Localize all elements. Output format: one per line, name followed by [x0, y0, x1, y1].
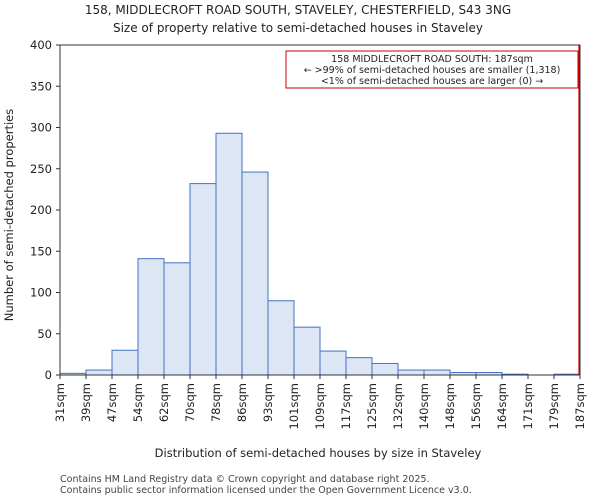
bars — [59, 132, 581, 376]
annotation-line-2: ← >99% of semi-detached houses are small… — [304, 65, 561, 76]
y-tick-label: 350 — [30, 79, 52, 93]
x-tick-label: 93sqm — [261, 383, 275, 422]
x-tick-label: 187sqm — [573, 383, 587, 429]
x-tick-label: 70sqm — [183, 383, 197, 422]
x-tick-label: 101sqm — [287, 383, 301, 429]
footer-line-2: Contains public sector information licen… — [60, 485, 472, 496]
x-tick-label: 31sqm — [53, 383, 67, 422]
x-tick-label: 86sqm — [235, 383, 249, 422]
plot-frame — [59, 44, 581, 376]
bar-78sqm — [215, 132, 243, 376]
chart-title: 158, MIDDLECROFT ROAD SOUTH, STAVELEY, C… — [85, 3, 511, 17]
bar-70sqm — [189, 183, 217, 376]
bar-39sqm — [85, 369, 113, 376]
bar-140sqm — [423, 369, 451, 376]
x-tick-label: 117sqm — [339, 383, 353, 429]
x-tick-label: 39sqm — [79, 383, 93, 422]
x-tick-label: 140sqm — [417, 383, 431, 429]
chart-subtitle: Size of property relative to semi-detach… — [113, 21, 483, 35]
bar-109sqm — [319, 350, 347, 376]
x-tick-label: 132sqm — [391, 383, 405, 429]
x-axis-label: Distribution of semi-detached houses by … — [155, 446, 482, 460]
y-axis-ticks: 0 50 100 150 200 250 300 350 400 — [30, 38, 60, 382]
annotation-line-3: <1% of semi-detached houses are larger (… — [321, 76, 543, 87]
y-tick-label: 100 — [30, 286, 52, 300]
y-tick-label: 400 — [30, 38, 52, 52]
y-tick-label: 250 — [30, 162, 52, 176]
bar-54sqm — [137, 258, 165, 376]
y-tick-label: 150 — [30, 244, 52, 258]
x-tick-label: 179sqm — [547, 383, 561, 429]
bar-125sqm — [371, 362, 399, 376]
bar-62sqm — [163, 262, 191, 376]
x-tick-label: 78sqm — [209, 383, 223, 422]
x-tick-label: 47sqm — [105, 383, 119, 422]
x-tick-label: 171sqm — [521, 383, 535, 429]
bar-117sqm — [345, 357, 373, 376]
bar-101sqm — [293, 326, 321, 376]
x-tick-label: 54sqm — [131, 383, 145, 422]
x-tick-label: 148sqm — [443, 383, 457, 429]
bar-47sqm — [111, 349, 139, 376]
bar-93sqm — [267, 300, 295, 376]
footer-line-1: Contains HM Land Registry data © Crown c… — [60, 474, 430, 485]
y-tick-label: 50 — [37, 327, 52, 341]
bar-132sqm — [397, 369, 425, 376]
annotation-box — [285, 50, 579, 89]
annotation-line-1: 158 MIDDLECROFT ROAD SOUTH: 187sqm — [331, 54, 533, 65]
x-tick-label: 109sqm — [313, 383, 327, 429]
x-tick-label: 156sqm — [469, 383, 483, 429]
y-tick-label: 200 — [30, 203, 52, 217]
y-tick-label: 300 — [30, 121, 52, 135]
x-tick-label: 62sqm — [157, 383, 171, 422]
x-tick-label: 164sqm — [495, 383, 509, 429]
y-axis-label: Number of semi-detached properties — [2, 109, 16, 321]
x-axis-ticks: 31sqm 39sqm 47sqm 54sqm 62sqm 70sqm 78sqm 86sqm… — [53, 375, 587, 429]
bar-86sqm — [241, 171, 269, 376]
y-tick-label: 0 — [45, 368, 52, 382]
x-tick-label: 125sqm — [365, 383, 379, 429]
